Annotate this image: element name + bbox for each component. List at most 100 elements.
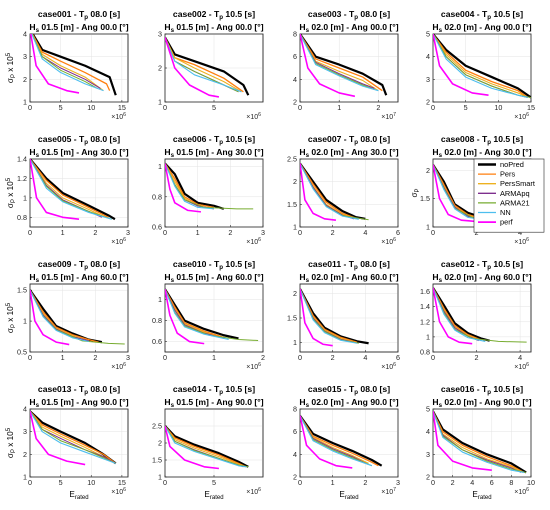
series-line-PersSmart — [31, 34, 104, 92]
x-tick-label: 0 — [163, 103, 167, 112]
plot-frame — [299, 33, 399, 103]
series-line-noPred — [300, 288, 369, 345]
subplot-title-rest: 08.0 [s] — [88, 259, 120, 269]
y-tick-label: 3 — [23, 427, 27, 436]
y-tick-label: 1.5 — [152, 456, 162, 465]
series-line-NN — [30, 289, 89, 343]
subplot-case009: case009 - Tp 08.0 [s]Hs 01.5 [m] - Ang 6… — [6, 259, 130, 371]
y-label-mult: x 10 — [6, 431, 15, 449]
x-tick-label: 0 — [298, 353, 302, 362]
subplot-subtitle-text: H — [299, 22, 305, 32]
y-label-exp: 5 — [6, 427, 12, 431]
series-group — [165, 288, 259, 345]
subplot-title-sub: p — [487, 264, 491, 271]
subplot-subtitle: Hs 02.0 [m] - Ang 30.0 [°] — [299, 147, 398, 159]
series-line-noPred — [433, 410, 527, 474]
series-line-noPred — [165, 162, 225, 210]
y-tick-label: 2 — [23, 75, 27, 84]
x-axis-label: Erated — [204, 490, 223, 501]
y-tick-label: 1 — [158, 98, 162, 107]
subplot-title-sub: p — [487, 139, 491, 146]
x-exponent-prefix: ×10 — [246, 364, 258, 371]
subplot-title-rest: 10.5 [s] — [491, 384, 523, 394]
x-exponent-power: 6 — [123, 362, 126, 368]
y-tick-label: 2 — [293, 289, 297, 298]
series-line-perf — [433, 164, 475, 223]
series-line-perf — [30, 34, 80, 94]
series-line-NN — [30, 159, 112, 220]
series-group — [165, 425, 249, 470]
series-group — [300, 288, 369, 347]
x-tick-label: 2 — [93, 353, 97, 362]
x-tick-label: 0 — [28, 353, 32, 362]
x-tick-label: 1 — [212, 353, 216, 362]
y-axis-label: σP x 105 — [6, 427, 17, 458]
legend-label-ARMApq: ARMApq — [500, 189, 530, 198]
y-tick-label: 4 — [23, 30, 27, 39]
x-exponent-prefix: ×10 — [381, 364, 393, 371]
series-line-NN — [31, 34, 104, 92]
x-tick-label: 3 — [396, 478, 400, 487]
x-label-sub: rated — [478, 495, 492, 501]
x-exponent-power: 7 — [393, 112, 396, 118]
series-line-ARMA21 — [165, 425, 249, 468]
series-line-NN — [165, 289, 229, 340]
subplot-subtitle-text: H — [164, 22, 170, 32]
subplot-subtitle-text: H — [164, 147, 170, 157]
series-line-noPred — [165, 288, 239, 340]
y-tick-label: 1.5 — [287, 314, 297, 323]
y-axis-label: σP x 105 — [6, 302, 17, 333]
subplot-title: case012 - Tp 10.5 [s] — [441, 259, 523, 271]
x-exponent-prefix: ×10 — [246, 489, 258, 496]
series-line-noPred — [30, 159, 116, 221]
series-line-ARMA21 — [31, 34, 98, 89]
x-exponent-power: 6 — [526, 112, 529, 118]
x-tick-label: 1 — [61, 228, 65, 237]
plot-frame — [29, 158, 129, 228]
x-label-main: E — [204, 490, 210, 499]
subplot-subtitle-sub: s — [306, 402, 310, 409]
subplot-subtitle: Hs 02.0 [m] - Ang 60.0 [°] — [299, 272, 398, 284]
subplot-subtitle-rest: 01.5 [m] - Ang 90.0 [°] — [174, 397, 264, 407]
x-tick-label: 3 — [261, 228, 265, 237]
series-line-perf — [30, 159, 80, 221]
series-line-noPred — [300, 162, 366, 220]
subplot-subtitle-text: H — [29, 147, 35, 157]
subplot-subtitle-rest: 01.5 [m] - Ang 60.0 [°] — [174, 272, 264, 282]
y-label-exp: 5 — [6, 302, 12, 306]
x-exponent-power: 6 — [258, 237, 261, 243]
y-tick-label: 1 — [158, 473, 162, 482]
subplot-subtitle-sub: s — [171, 402, 175, 409]
x-tick-label: 0 — [298, 103, 302, 112]
series-group — [165, 162, 254, 213]
series-group — [433, 287, 527, 345]
y-tick-label: 4 — [293, 450, 297, 459]
y-axis-label: σP x 105 — [6, 52, 17, 83]
x-exponent-label: ×106 — [514, 487, 529, 496]
x-exponent-power: 6 — [393, 362, 396, 368]
subplot-title: case002 - Tp 10.5 [s] — [173, 9, 255, 21]
subplot-subtitle-sub: s — [439, 277, 443, 284]
subplot-subtitle-rest: 02.0 [m] - Ang 00.0 [°] — [442, 22, 532, 32]
series-line-NN — [30, 410, 116, 464]
plot-frame — [29, 283, 129, 353]
series-line-Pers — [30, 410, 117, 464]
series-group — [30, 410, 117, 466]
x-exponent-label: ×106 — [246, 237, 261, 246]
series-group — [30, 159, 116, 221]
y-tick-label: 0.8 — [152, 192, 162, 201]
series-line-noPred — [300, 415, 383, 467]
plot-area — [432, 33, 532, 103]
x-tick-label: 4 — [363, 353, 367, 362]
x-exponent-label: ×106 — [111, 237, 126, 246]
subplot-title-rest: 10.5 [s] — [223, 384, 255, 394]
subplot-title-sub: p — [354, 14, 358, 21]
x-exponent-power: 6 — [123, 487, 126, 493]
subplot-subtitle-sub: s — [36, 277, 40, 284]
subplot-case006: case006 - Tp 10.5 [s]Hs 01.5 [m] - Ang 3… — [152, 134, 265, 246]
x-exponent-label: ×106 — [514, 362, 529, 371]
subplot-subtitle-text: H — [432, 397, 438, 407]
subplot-title-text: case011 - T — [308, 259, 355, 269]
x-tick-label: 0 — [431, 353, 435, 362]
